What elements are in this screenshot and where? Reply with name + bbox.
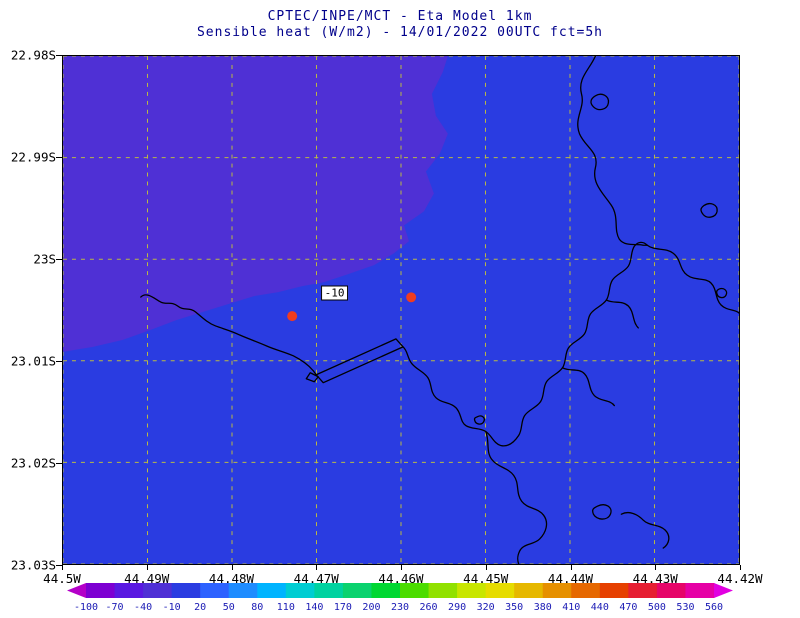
colorbar-tick-label: 410 (562, 602, 580, 613)
colorbar-segment (400, 583, 430, 598)
island-right-1 (700, 203, 718, 218)
colorbar-segment (342, 583, 372, 598)
colorbar-segment (457, 583, 487, 598)
x-tick-mark (316, 565, 318, 570)
colorbar-tick-label: 320 (477, 602, 495, 613)
x-tick-mark (146, 565, 148, 570)
colorbar-tick-label: 230 (391, 602, 409, 613)
x-tick-mark (401, 565, 402, 570)
island-right-2 (716, 287, 728, 299)
contour-label: -10 (320, 285, 349, 301)
chart-subtitle: Sensible heat (W/m2) - 14/01/2022 00UTC … (196, 25, 604, 40)
colorbar-segment (285, 583, 315, 598)
colorbar-tick-label: -70 (106, 602, 124, 613)
y-tick-label: 22.98S (10, 47, 56, 63)
colorbar-segment (228, 583, 258, 598)
colorbar-tick-label: 80 (251, 602, 263, 613)
chart-title: CPTEC/INPE/MCT - Eta Model 1km (267, 9, 533, 24)
colorbar: -100 -70 -40 -10 20 50 80 110 140 170 200 230 260 290… (67, 583, 733, 613)
colorbar-segment (314, 583, 344, 598)
colorbar-segment (628, 583, 658, 598)
colorbar-tick-label: 530 (676, 602, 694, 613)
colorbar-segment (685, 583, 715, 598)
colorbar-segment (171, 583, 201, 598)
colorbar-segment (143, 583, 173, 598)
colorbar-segment (114, 583, 144, 598)
colorbar-segment (571, 583, 601, 598)
colorbar-tick-label: 560 (705, 602, 723, 613)
colorbar-segment (656, 583, 686, 598)
x-tick-mark (485, 565, 487, 570)
y-tick-label: 23.03S (10, 557, 56, 573)
y-tick-label: 23.01S (10, 353, 56, 369)
coastline-west-shore (140, 294, 317, 376)
colorbar-segment (200, 583, 230, 598)
colorbar-tick-label: 290 (448, 602, 466, 613)
colorbar-arrow-left (67, 583, 86, 598)
colorbar-tick-label: 470 (619, 602, 637, 613)
coastline-south (485, 430, 548, 564)
colorbar-tick-label: 380 (534, 602, 552, 613)
colorbar-tick-label: -40 (134, 602, 152, 613)
colorbar-tick-label: 350 (505, 602, 523, 613)
island-top (590, 93, 610, 111)
y-tick-label: 23.02S (10, 455, 56, 471)
x-tick-mark (655, 565, 657, 570)
y-tick-label: 23S (33, 251, 56, 267)
shaded-region-negative-heat (63, 56, 448, 352)
coastlines (140, 56, 739, 564)
coastline-bay-and-northeast (402, 241, 648, 447)
colorbar-segment (599, 583, 629, 598)
x-tick-mark (62, 565, 63, 570)
colorbar-tick-label: 20 (194, 602, 206, 613)
islet-bay (473, 415, 485, 425)
y-tick-label: 22.99S (10, 149, 56, 165)
red-dot-marker (287, 311, 298, 322)
colorbar-tick-label: 200 (362, 602, 380, 613)
colorbar-tick-label: 260 (420, 602, 438, 613)
colorbar-tick-label: 110 (277, 602, 295, 613)
colorbar-segment (86, 583, 116, 598)
colorbar-segment (257, 583, 287, 598)
colorbar-tick-label: 50 (223, 602, 235, 613)
x-tick-mark (231, 565, 233, 570)
colorbar-segment (428, 583, 458, 598)
island-bottom (592, 504, 612, 520)
colorbar-arrow-right (714, 583, 733, 598)
colorbar-tick-label: 140 (305, 602, 323, 613)
colorbar-tick-label: -10 (163, 602, 181, 613)
coastline-top-right (577, 56, 648, 246)
station-markers (287, 292, 417, 322)
inlet-branch-1 (561, 367, 616, 407)
x-tick-mark (740, 565, 741, 570)
inlet-branch-2 (605, 299, 639, 329)
colorbar-segment (485, 583, 515, 598)
colorbar-segment (514, 583, 544, 598)
plot-area (62, 55, 740, 565)
x-tick-mark (570, 565, 572, 570)
colorbar-segment (371, 583, 401, 598)
map-canvas (63, 56, 739, 564)
colorbar-tick-label: 440 (591, 602, 609, 613)
colorbar-tick-label: -100 (74, 602, 98, 613)
colorbar-tick-label: 500 (648, 602, 666, 613)
coast-squiggle-bottom-right (620, 511, 670, 549)
y-tick-mark (56, 565, 62, 566)
coastline-east (646, 244, 739, 314)
colorbar-segment (542, 583, 572, 598)
colorbar-tick-label: 170 (334, 602, 352, 613)
red-dot-marker (406, 292, 417, 303)
